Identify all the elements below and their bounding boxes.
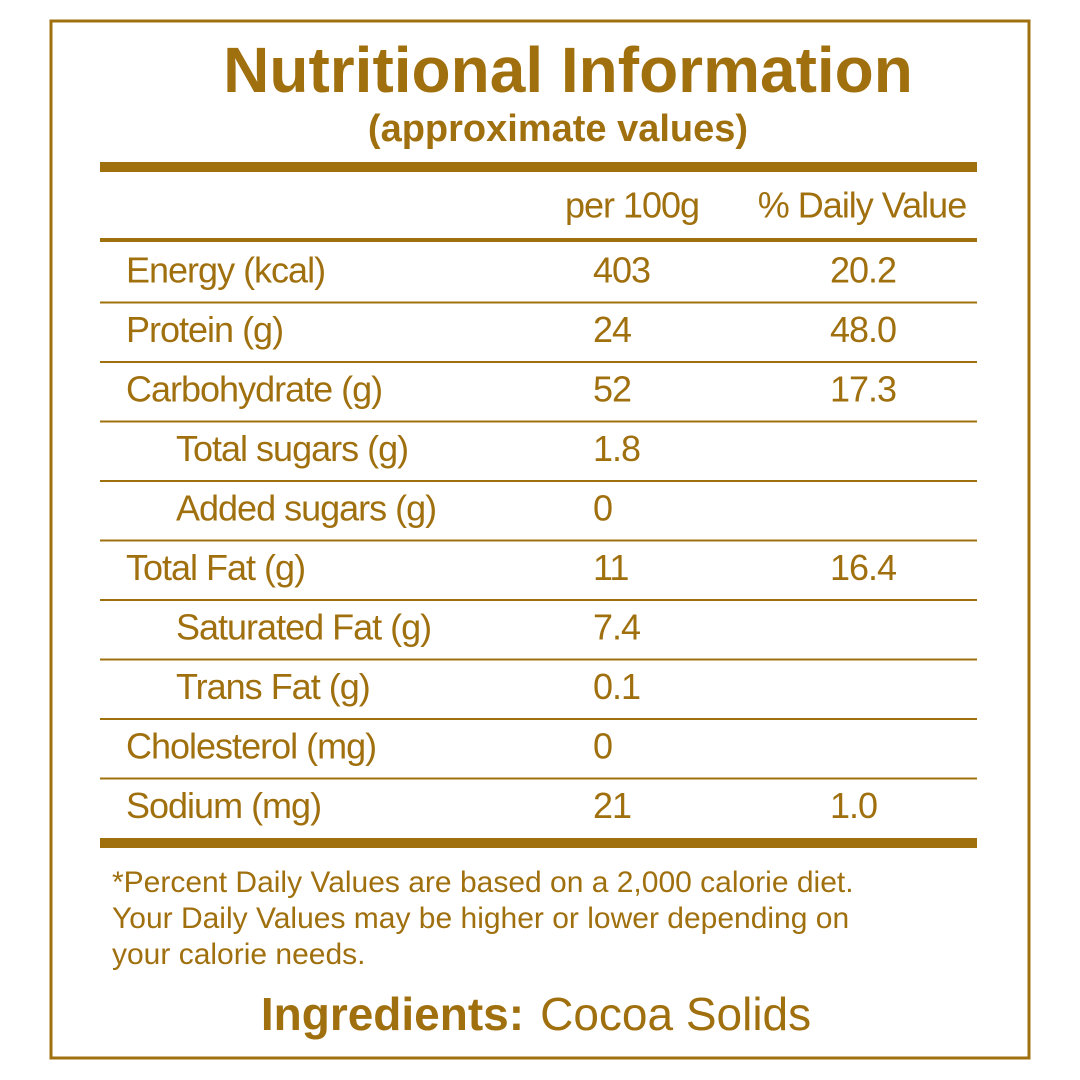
per-100g: 21 [593,785,631,826]
header-rule [100,238,977,242]
table-body: Energy (kcal) 403 20.2 Protein (g) 24 48.0 Car… [100,249,977,826]
footnote-line: Your Daily Values may be higher or lower… [112,902,849,935]
footnote: *Percent Daily Values are based on a 2,0… [112,866,854,971]
per-100g: 403 [593,249,650,290]
row-rule [100,301,977,304]
ingredients-label: Ingredients: [261,988,524,1040]
thick-rule [100,162,977,172]
daily-value: 20.2 [830,249,896,290]
per-100g: 52 [593,368,631,409]
row-label: Total Fat (g) [126,547,305,588]
subtitle: (approximate values) [368,108,748,150]
per-100g: 0 [593,487,612,528]
row-label: Protein (g) [126,309,283,350]
row-rule [100,420,977,423]
row-rule [100,777,977,780]
daily-value: 48.0 [830,309,896,350]
row-rule [100,539,977,542]
border [49,19,1031,1060]
row-rule [100,718,977,720]
column-header: % Daily Value [758,185,966,226]
row-rule [100,599,977,601]
per-100g: 0 [593,725,612,766]
row-label: Cholesterol (mg) [126,725,376,766]
per-100g: 24 [593,309,631,350]
row-rule [100,361,977,363]
row-label: Carbohydrate (g) [126,368,382,409]
row-label: Trans Fat (g) [176,666,370,707]
thick-rule [100,838,977,848]
per-100g: 0.1 [593,666,640,707]
ingredients: Ingredients: Cocoa Solids [261,988,811,1040]
daily-value: 16.4 [830,547,896,588]
row-label: Total sugars (g) [176,428,408,469]
row-rule [100,658,977,661]
per-100g: 11 [593,547,628,588]
column-header: per 100g [565,185,699,226]
daily-value: 17.3 [830,368,896,409]
row-label: Energy (kcal) [126,249,325,290]
per-100g: 1.8 [593,428,640,469]
ingredients-value: Cocoa Solids [540,988,811,1040]
row-label: Sodium (mg) [126,785,321,826]
footnote-line: *Percent Daily Values are based on a 2,0… [112,866,854,899]
daily-value: 1.0 [830,785,877,826]
row-label: Added sugars (g) [176,487,436,528]
row-label: Saturated Fat (g) [176,606,431,647]
row-rule [100,480,977,482]
footnote-line: your calorie needs. [112,938,365,971]
title: Nutritional Information [223,34,913,106]
per-100g: 7.4 [593,606,640,647]
